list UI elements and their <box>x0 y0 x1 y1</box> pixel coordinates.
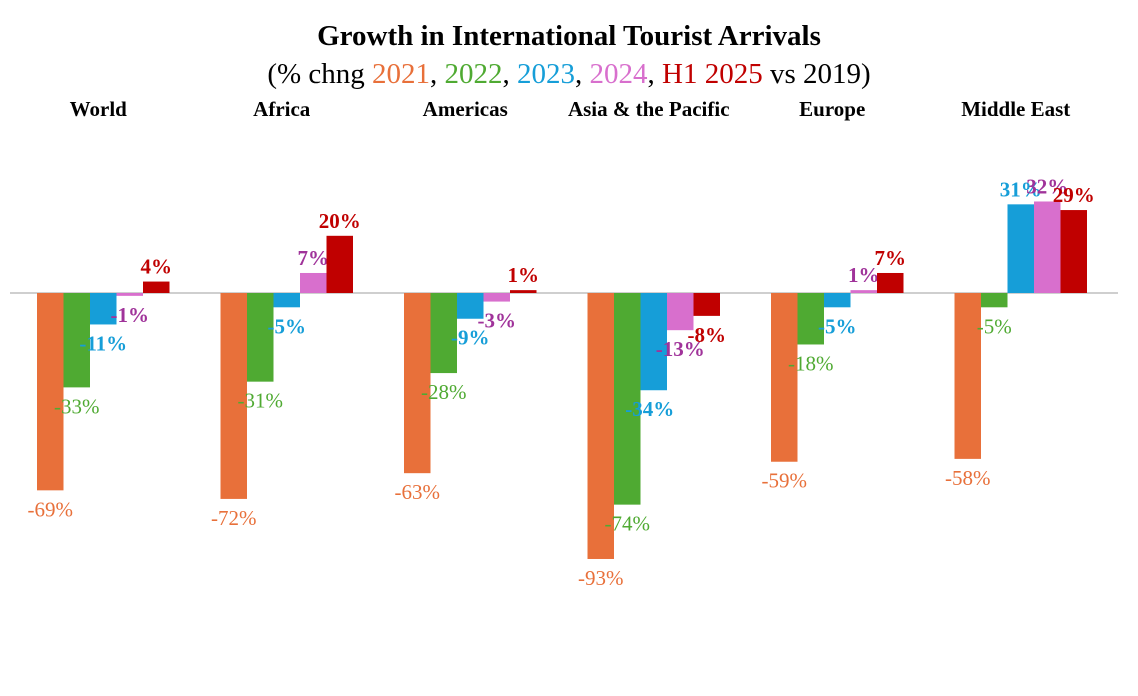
data-label: -93% <box>578 566 624 590</box>
data-label: 20% <box>319 209 361 233</box>
bar <box>850 290 877 293</box>
subtitle-part: 2023 <box>517 58 576 90</box>
data-label: -18% <box>788 351 834 375</box>
data-label: 1% <box>848 263 880 287</box>
data-label: 31% <box>1000 177 1042 201</box>
data-label: 32% <box>1026 174 1068 198</box>
data-label: -13% <box>656 337 705 361</box>
bar <box>824 293 851 308</box>
bar <box>771 293 798 462</box>
bar <box>981 293 1008 308</box>
data-label: -5% <box>977 314 1012 338</box>
bar <box>90 293 117 325</box>
bar <box>640 293 667 391</box>
bar <box>510 290 537 293</box>
bar <box>614 293 641 505</box>
bar <box>667 293 694 331</box>
bar <box>877 272 904 293</box>
category-label: Africa <box>253 97 311 121</box>
bar <box>1034 201 1061 293</box>
subtitle-part: 2024 <box>589 58 648 90</box>
data-label: -69% <box>28 497 74 521</box>
category-label: Middle East <box>961 97 1070 121</box>
bar <box>63 293 90 388</box>
data-label: 7% <box>298 246 330 270</box>
chart-subtitle: (% chng 2021, 2022, 2023, 2024, H1 2025 … <box>0 58 1138 91</box>
subtitle-part: , <box>647 58 663 90</box>
data-label: 4% <box>141 255 173 279</box>
data-label: -72% <box>211 506 257 530</box>
subtitle-part: , <box>430 58 445 90</box>
bar <box>1007 204 1034 293</box>
data-label: 1% <box>508 263 540 287</box>
bar <box>116 293 143 296</box>
subtitle-part: vs 2019) <box>762 58 871 90</box>
category-label: Americas <box>423 97 508 121</box>
bar <box>404 293 431 474</box>
bar <box>457 293 484 319</box>
bar <box>143 281 170 293</box>
category-label: Asia & the Pacific <box>568 97 730 121</box>
subtitle-part: 2021 <box>372 58 431 90</box>
subtitle-part: , <box>575 58 590 90</box>
data-label: -1% <box>111 303 150 327</box>
subtitle-part: (% chng <box>267 58 373 90</box>
data-label: 29% <box>1053 183 1095 207</box>
category-label: Europe <box>799 97 865 121</box>
bar <box>954 293 981 459</box>
bar <box>587 293 614 559</box>
chart-title: Growth in International Tourist Arrivals <box>317 20 821 52</box>
bar <box>326 235 353 293</box>
data-label: -63% <box>395 480 441 504</box>
category-label: World <box>70 97 127 121</box>
data-label: -5% <box>818 314 857 338</box>
subtitle-part: 2022 <box>444 58 503 90</box>
bar <box>797 293 824 345</box>
bar <box>273 293 300 308</box>
bar <box>693 293 720 316</box>
bar <box>483 293 510 302</box>
bar <box>430 293 457 374</box>
data-label: 7% <box>875 246 907 270</box>
bar <box>220 293 247 499</box>
bar <box>37 293 64 491</box>
data-label: -34% <box>625 397 674 421</box>
bar <box>300 272 327 293</box>
bar <box>1060 210 1087 293</box>
data-label: -11% <box>79 331 127 355</box>
data-label: -31% <box>238 389 284 413</box>
bar <box>247 293 274 382</box>
data-label: -74% <box>605 512 651 536</box>
data-label: -59% <box>762 469 808 493</box>
data-label: -33% <box>54 394 100 418</box>
data-label: -3% <box>478 309 517 333</box>
data-label: -5% <box>268 314 307 338</box>
data-label: -8% <box>688 323 727 347</box>
data-label: -28% <box>421 380 467 404</box>
subtitle-part: , <box>502 58 518 90</box>
subtitle-part: H1 2025 <box>662 58 763 90</box>
data-label: -9% <box>451 326 490 350</box>
data-label: -58% <box>945 466 991 490</box>
